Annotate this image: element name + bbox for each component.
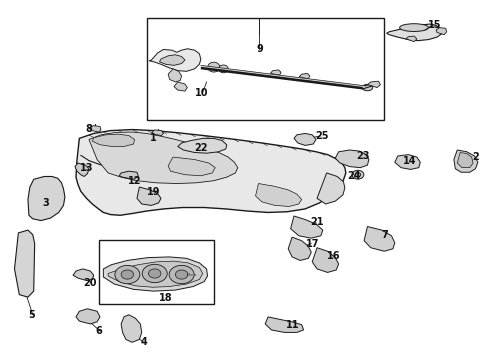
Text: Do o: Do o [188,273,197,277]
Polygon shape [121,315,142,342]
Ellipse shape [208,62,220,72]
Text: 12: 12 [128,176,141,186]
Polygon shape [457,153,473,168]
Text: 24: 24 [348,171,361,181]
Text: 7: 7 [381,230,388,240]
Polygon shape [312,248,339,273]
Text: 16: 16 [327,251,341,261]
Polygon shape [299,73,310,79]
Polygon shape [168,157,215,176]
Polygon shape [406,36,417,42]
Ellipse shape [142,264,167,283]
Ellipse shape [355,172,361,177]
Polygon shape [265,317,304,332]
Polygon shape [335,150,369,168]
Polygon shape [436,28,447,35]
Text: 5: 5 [28,310,35,320]
Polygon shape [76,309,100,324]
Text: 17: 17 [305,239,319,248]
Polygon shape [137,187,161,206]
Polygon shape [73,269,94,280]
Polygon shape [256,184,302,207]
Ellipse shape [175,270,188,279]
Text: 22: 22 [194,143,208,153]
Polygon shape [368,81,380,87]
Bar [98,240,214,304]
Polygon shape [149,49,201,71]
Polygon shape [454,150,478,172]
Polygon shape [317,173,345,204]
Text: 8: 8 [85,124,93,134]
Polygon shape [89,132,238,184]
Polygon shape [28,176,65,221]
Polygon shape [178,138,227,153]
Bar [147,18,384,120]
Text: 4: 4 [141,337,147,347]
Polygon shape [364,226,395,251]
Text: 10: 10 [195,87,209,98]
Ellipse shape [115,265,140,284]
Polygon shape [291,216,323,238]
Ellipse shape [169,265,194,284]
Text: 3: 3 [42,198,49,208]
Polygon shape [168,69,182,82]
Ellipse shape [121,270,134,279]
Text: 20: 20 [84,278,97,288]
Text: 11: 11 [286,320,300,330]
Polygon shape [152,130,163,136]
Polygon shape [15,230,35,297]
Polygon shape [89,126,101,132]
Text: 9: 9 [256,45,263,54]
Text: 15: 15 [428,20,441,30]
Text: 19: 19 [147,187,161,197]
Polygon shape [160,55,185,66]
Ellipse shape [148,269,161,278]
Ellipse shape [362,84,373,91]
Ellipse shape [352,170,364,179]
Ellipse shape [400,24,428,31]
Text: 14: 14 [402,156,416,166]
Text: 18: 18 [159,293,172,303]
Polygon shape [294,134,316,145]
Text: 2: 2 [472,152,479,162]
Polygon shape [174,82,187,91]
Text: 13: 13 [80,163,93,173]
Polygon shape [76,130,346,215]
Polygon shape [395,154,420,170]
Text: 21: 21 [310,217,324,227]
Polygon shape [288,237,311,260]
Text: 23: 23 [356,151,369,161]
Polygon shape [387,24,442,41]
Polygon shape [92,134,135,147]
Ellipse shape [219,65,228,73]
Polygon shape [270,70,281,75]
Text: 6: 6 [95,326,102,336]
Polygon shape [108,261,203,287]
Polygon shape [103,257,208,291]
Text: 25: 25 [315,131,329,141]
Polygon shape [119,171,138,179]
Text: 1: 1 [150,133,157,143]
Polygon shape [75,163,89,176]
